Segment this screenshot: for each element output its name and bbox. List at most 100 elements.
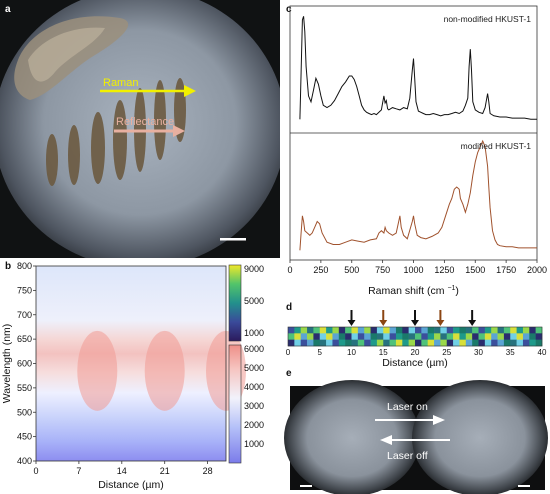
strip-cell — [383, 327, 390, 334]
scale-bar-left — [300, 485, 312, 487]
strip-cell — [370, 339, 378, 347]
strip-cell — [326, 327, 333, 334]
strip-cell — [415, 339, 422, 347]
strip-cell — [345, 327, 352, 334]
y-tick-label: 800 — [17, 261, 32, 271]
strip-cell — [313, 327, 321, 334]
strip-cell — [440, 333, 448, 340]
strip-cell — [535, 327, 543, 334]
x-tick-label: 0 — [286, 348, 291, 357]
x-tick-label: 1250 — [434, 265, 454, 275]
strip-cell — [408, 339, 416, 347]
colorbar-tick-label: 2000 — [244, 420, 264, 430]
strip-cell — [484, 339, 492, 347]
strip-cell — [427, 333, 435, 340]
strip-cell — [529, 339, 536, 347]
x-axis-label: Raman shift (cm −1) — [368, 285, 459, 297]
strip-cell — [395, 327, 403, 334]
strip-cell — [408, 327, 416, 334]
strip-cell — [434, 327, 441, 334]
panel-label: b — [5, 261, 12, 272]
strip-cell — [491, 333, 498, 340]
strip-cell — [465, 327, 473, 334]
strip-cell — [402, 327, 409, 334]
x-tick-label: 15 — [379, 348, 388, 357]
x-axis-label-close: ) — [455, 285, 459, 297]
strip-cell — [402, 333, 409, 340]
strip-cell — [408, 333, 416, 340]
x-tick-label: 30 — [474, 348, 483, 357]
panel-e: e Laser on Laser off — [280, 368, 550, 494]
strip-cell — [440, 339, 448, 347]
x-tick-label: 0 — [287, 265, 292, 275]
strip-cell — [434, 339, 441, 347]
strip-cell — [376, 327, 384, 334]
strip-cell — [389, 327, 397, 334]
y-tick-label: 650 — [17, 334, 32, 344]
strip-cell — [332, 333, 340, 340]
strip-cell — [364, 327, 371, 334]
x-tick-label: 500 — [344, 265, 359, 275]
panel-label: c — [286, 4, 292, 15]
strip-cell — [357, 339, 365, 347]
x-tick-label: 750 — [375, 265, 390, 275]
strip-cell — [345, 333, 352, 340]
x-tick-label: 40 — [538, 348, 547, 357]
colorbar-tick-label: 6000 — [244, 344, 264, 354]
strip-cell — [453, 333, 460, 340]
strip-cell — [510, 333, 517, 340]
panel-a-image — [0, 0, 286, 268]
heatmap-hot-column — [77, 330, 118, 411]
x-tick-label: 35 — [506, 348, 515, 357]
strip-cell — [326, 339, 333, 347]
strip-cell — [376, 339, 384, 347]
strip-cell — [307, 339, 314, 347]
heatmap-background — [36, 266, 226, 461]
strip-cell — [453, 327, 460, 334]
strip-cell — [294, 333, 301, 340]
strip-cell — [288, 333, 295, 340]
strip-cell — [351, 339, 359, 347]
x-tick-label: 20 — [411, 348, 420, 357]
colorbar-tick-label: 5000 — [244, 296, 264, 306]
x-tick-label: 21 — [160, 466, 170, 476]
strip-cell — [421, 339, 428, 347]
strip-cell — [338, 339, 346, 347]
position-arrowhead — [411, 320, 419, 326]
panel-e-image — [284, 380, 548, 494]
x-tick-label: 0 — [33, 466, 38, 476]
laser-off-label: Laser off — [387, 450, 428, 462]
strip-cell — [503, 333, 511, 340]
strip-cell — [484, 333, 492, 340]
strip-cell — [319, 327, 327, 334]
strip-cell — [338, 327, 346, 334]
strip-cell — [364, 333, 371, 340]
strip-cell — [497, 327, 505, 334]
spectrum-line — [299, 16, 537, 120]
strip-cell — [478, 339, 486, 347]
strip-cell — [319, 333, 327, 340]
colorbar-tick-label: 1000 — [244, 439, 264, 449]
y-tick-label: 550 — [17, 383, 32, 393]
strip-cell — [453, 339, 460, 347]
strip-cell — [364, 339, 371, 347]
strip-cell — [402, 339, 409, 347]
series-label: modified HKUST-1 — [461, 141, 532, 151]
panel-label: d — [286, 302, 293, 313]
x-tick-label: 2000 — [527, 265, 547, 275]
strip-cell — [459, 327, 467, 334]
strip-cell — [497, 339, 505, 347]
x-tick-label: 1500 — [465, 265, 485, 275]
strip-cell — [288, 339, 295, 347]
laser-on-label: Laser on — [387, 401, 428, 413]
strip-cell — [529, 327, 536, 334]
strip-cell — [522, 327, 530, 334]
strip-cell — [535, 333, 543, 340]
y-tick-label: 600 — [17, 359, 32, 369]
y-tick-label: 750 — [17, 285, 32, 295]
strip-cell — [395, 333, 403, 340]
strip-cell — [535, 339, 543, 347]
strip-cell — [294, 327, 301, 334]
strip-cell — [459, 333, 467, 340]
strip-cell — [415, 333, 422, 340]
